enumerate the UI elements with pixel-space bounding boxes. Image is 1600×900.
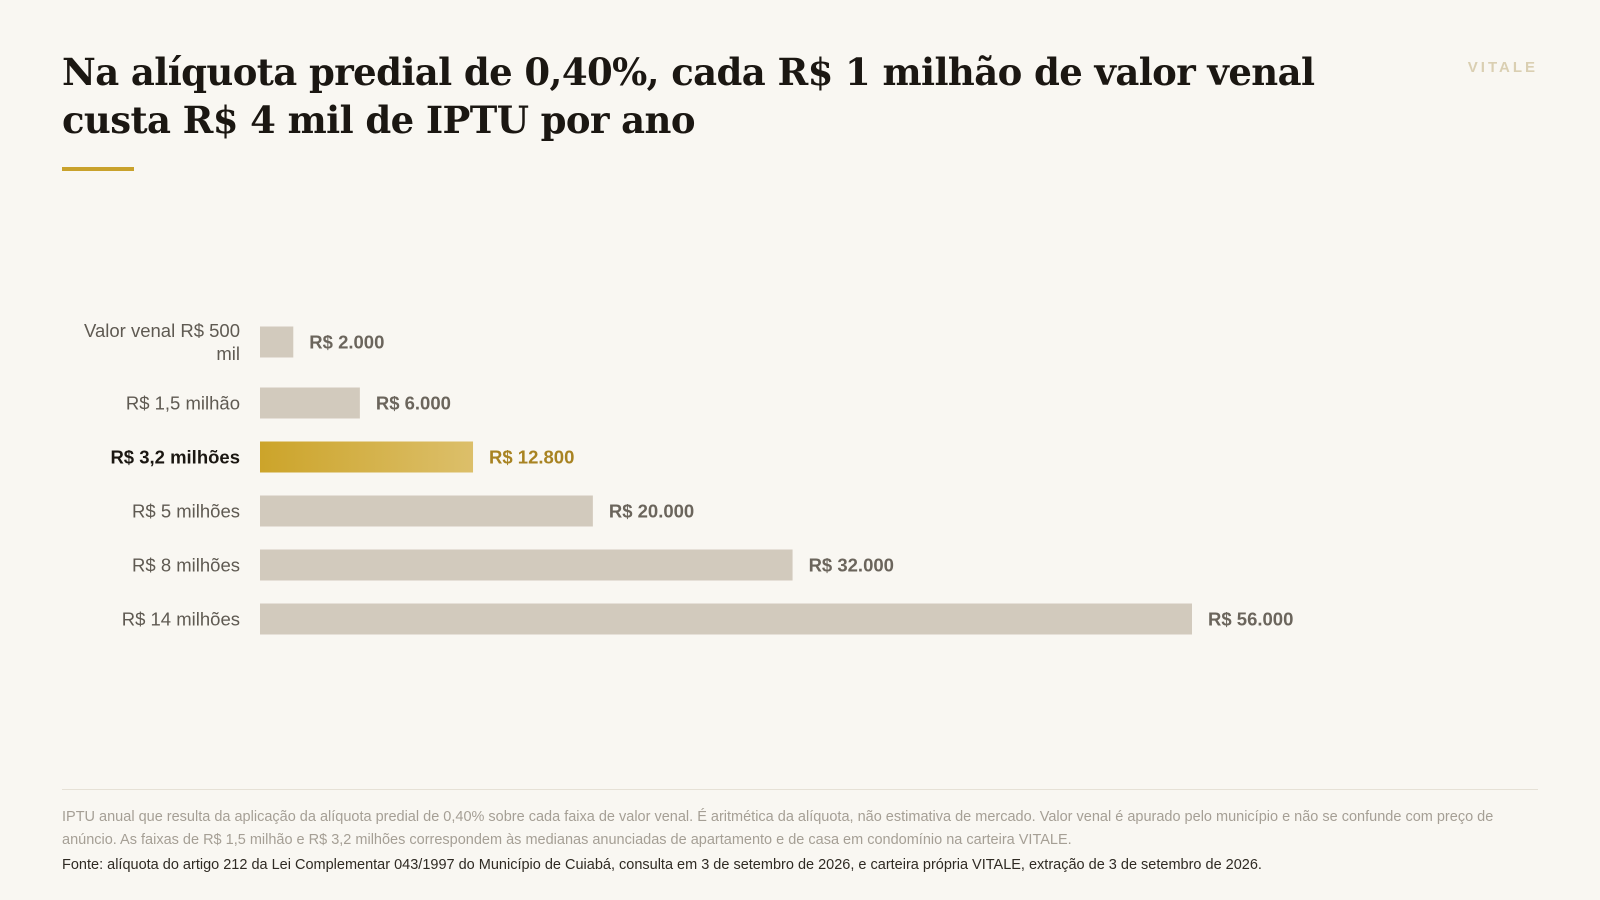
category-label-valor-venal-r-500-mil: Valor venal R$ 500 mil: [84, 320, 240, 364]
footer-divider: [62, 789, 1538, 790]
bar-group: Valor venal R$ 500 mil R$ 2.000 R$ 1,5 milh…: [84, 320, 1293, 635]
category-label-r-8-milhoes: R$ 8 milhões: [132, 555, 240, 576]
title-accent-rule: [62, 167, 134, 171]
category-label-r-1-5-milhao: R$ 1,5 milhão: [126, 393, 240, 414]
value-label-r-1-5-milhao: R$ 6.000: [376, 393, 451, 414]
category-label-r-5-milhoes: R$ 5 milhões: [132, 501, 240, 522]
value-label-r-5-milhoes: R$ 20.000: [609, 501, 694, 522]
category-label-r-3-2-milhoes: R$ 3,2 milhões: [110, 447, 240, 468]
brand-logo: VITALE: [1467, 59, 1538, 76]
bar-r-3-2-milhoes: [260, 441, 474, 473]
bar-r-1-5-milhao: [260, 387, 360, 419]
bar-r-14-milhoes: [260, 603, 1192, 635]
bar-r-8-milhoes: [260, 549, 793, 581]
footnote: IPTU anual que resulta da aplicação da a…: [62, 809, 1494, 848]
value-label-r-3-2-milhoes: R$ 12.800: [489, 447, 574, 468]
value-label-valor-venal-r-500-mil: R$ 2.000: [309, 332, 384, 353]
bar-r-5-milhoes: [260, 495, 593, 527]
value-label-r-8-milhoes: R$ 32.000: [809, 555, 894, 576]
source-note: Fonte: alíquota do artigo 212 da Lei Com…: [62, 857, 1262, 873]
chart-title: Na alíquota predial de 0,40%, cada R$ 1 …: [62, 50, 1315, 142]
category-label-r-14-milhoes: R$ 14 milhões: [122, 609, 240, 630]
bar-valor-venal-r-500-mil: [260, 326, 294, 358]
value-label-r-14-milhoes: R$ 56.000: [1208, 609, 1293, 630]
